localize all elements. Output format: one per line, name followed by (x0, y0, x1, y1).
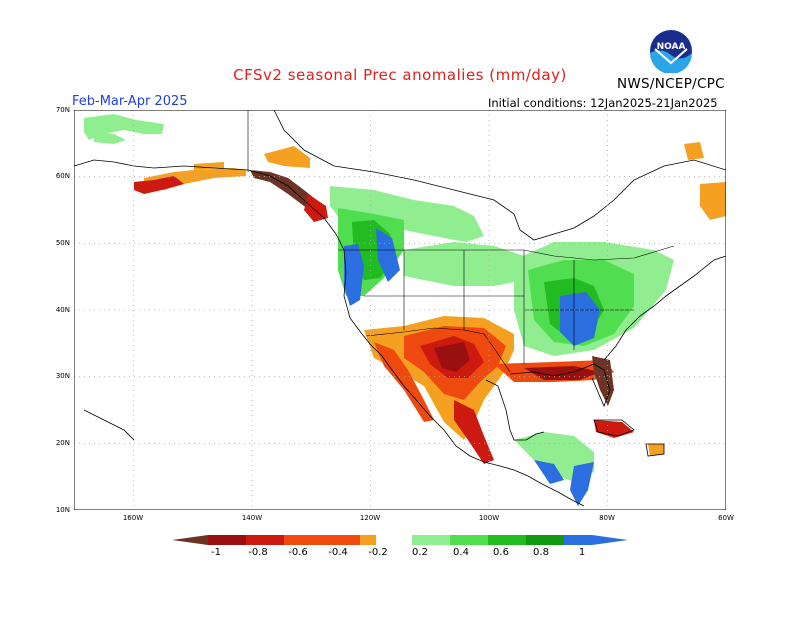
graticule (74, 110, 726, 510)
agency-label: NWS/NCEP/CPC (617, 76, 725, 92)
colorbar-label-pos04: 0.4 (453, 547, 469, 558)
map-title: CFSv2 seasonal Prec anomalies (mm/day) (233, 66, 567, 84)
colorbar-label-pos02: 0.2 (412, 547, 428, 558)
colorbar-swatch-neg04 (284, 535, 322, 545)
precip-anomaly-map (74, 110, 726, 510)
colorbar-label-pos1: 1 (578, 547, 586, 558)
coastlines (74, 110, 726, 507)
colorbar (172, 535, 628, 545)
colorbar-swatch-neg02 (322, 535, 360, 545)
lon-label-80w: 80W (599, 514, 615, 522)
svg-text:NOAA: NOAA (657, 42, 686, 52)
lat-label-30n: 30N (55, 372, 70, 380)
colorbar-swatch-below-neg1 (172, 535, 208, 545)
colorbar-label-neg04: -0.4 (328, 547, 348, 558)
borders (247, 110, 675, 373)
lat-label-20n: 20N (55, 439, 70, 447)
lon-label-100w: 100W (478, 514, 500, 522)
lat-label-70n: 70N (55, 106, 70, 114)
colorbar-swatch-above-1 (592, 535, 628, 545)
colorbar-swatch-pos02 (412, 535, 450, 545)
lon-label-140w: 140W (241, 514, 263, 522)
colorbar-label-neg02: -0.2 (368, 547, 388, 558)
colorbar-swatch-neg02b (360, 535, 376, 545)
colorbar-label-pos08: 0.8 (533, 547, 549, 558)
colorbar-swatch-pos1 (564, 535, 592, 545)
colorbar-swatch-pos04 (450, 535, 488, 545)
colorbar-label-neg06: -0.6 (288, 547, 308, 558)
lon-label-120w: 120W (359, 514, 381, 522)
colorbar-swatch-neg08 (208, 535, 246, 545)
colorbar-swatch-pos06 (488, 535, 526, 545)
colorbar-swatch-neutral (376, 535, 412, 545)
colorbar-label-pos06: 0.6 (493, 547, 509, 558)
colorbar-label-neg08: -0.8 (248, 547, 268, 558)
colorbar-swatch-neg06 (246, 535, 284, 545)
lat-label-60n: 60N (55, 172, 70, 180)
season-label: Feb-Mar-Apr 2025 (72, 94, 188, 109)
lon-label-160w: 160W (122, 514, 144, 522)
colorbar-label-neg1: -1 (211, 547, 221, 558)
lat-label-50n: 50N (55, 239, 70, 247)
lat-label-40n: 40N (55, 306, 70, 314)
lat-label-10n: 10N (55, 506, 70, 514)
colorbar-swatch-pos08 (526, 535, 564, 545)
lon-label-60w: 60W (718, 514, 734, 522)
noaa-logo: NOAA (650, 30, 692, 73)
initial-conditions-label: Initial conditions: 12Jan2025-21Jan2025 (488, 96, 718, 110)
